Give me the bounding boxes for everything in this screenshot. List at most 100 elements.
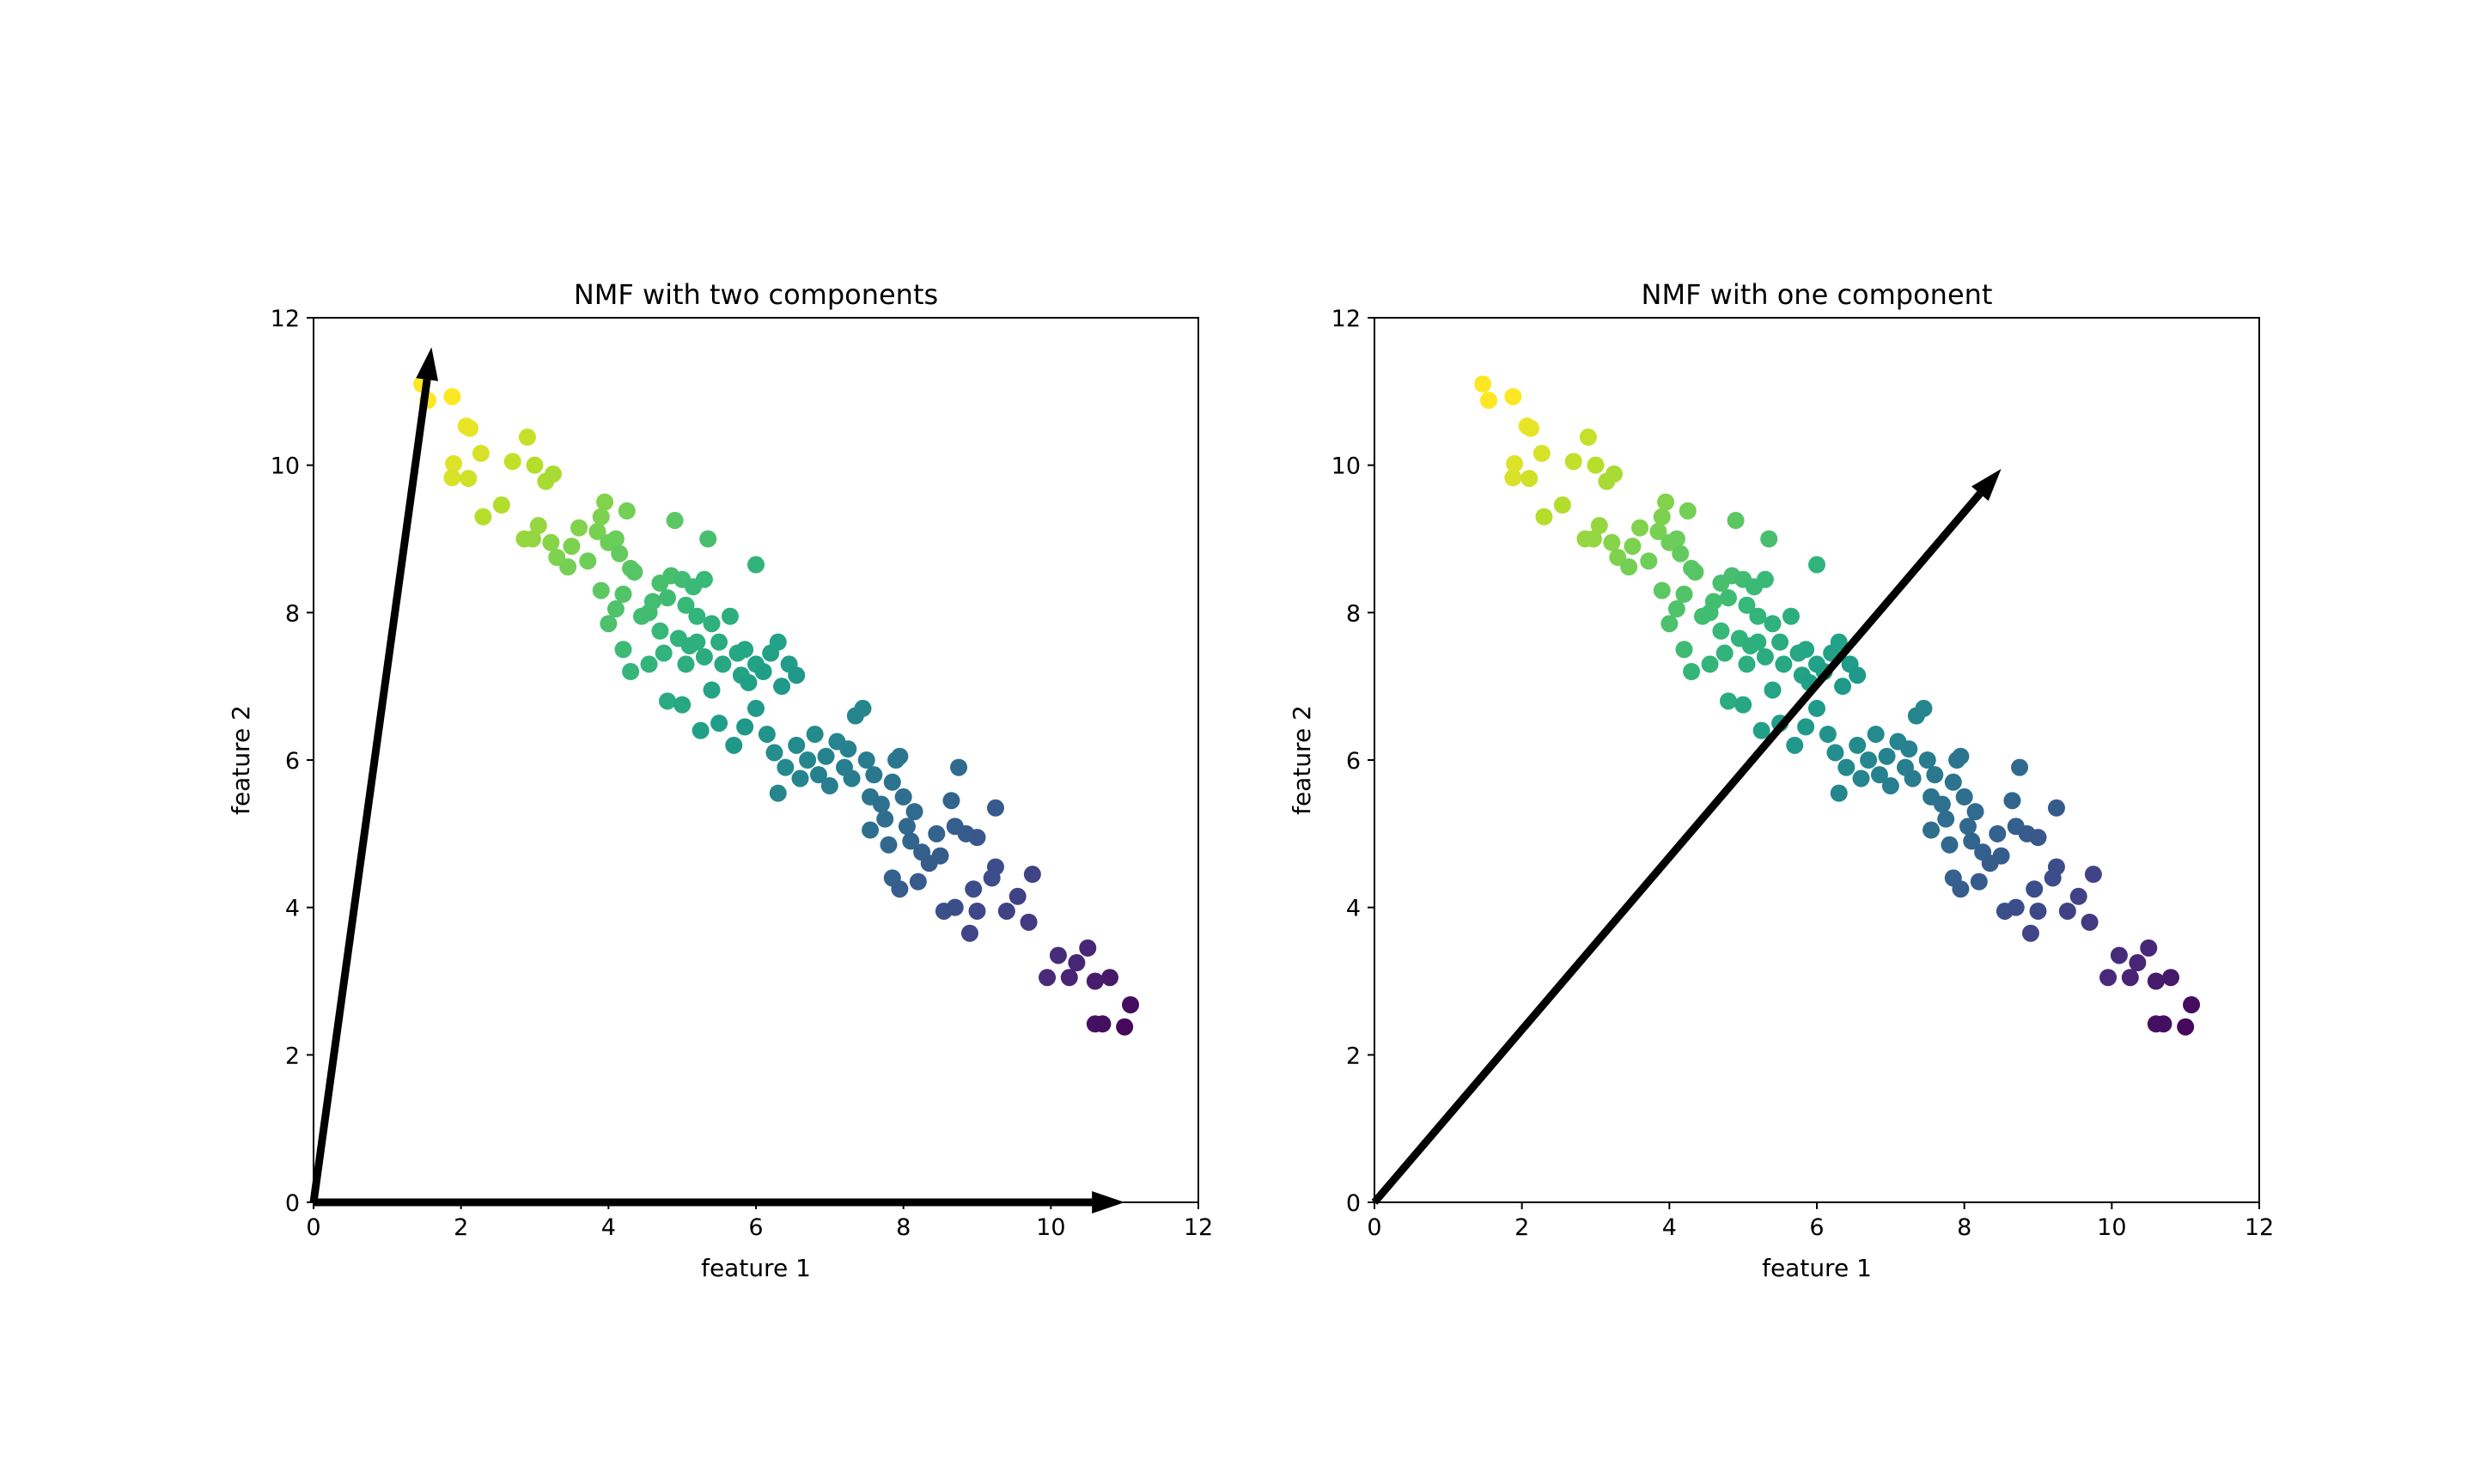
scatter-point bbox=[791, 769, 809, 788]
scatter-point bbox=[747, 699, 765, 717]
y-tick-label: 0 bbox=[1346, 1190, 1361, 1217]
scatter-point bbox=[986, 799, 1004, 817]
scatter-point bbox=[1904, 769, 1922, 788]
scatter-point bbox=[1590, 517, 1608, 535]
scatter-point bbox=[942, 792, 960, 810]
scatter-point bbox=[1649, 522, 1667, 540]
scatter-point bbox=[1834, 678, 1852, 696]
component-arrow-head bbox=[416, 347, 439, 381]
scatter-point bbox=[1775, 655, 1793, 673]
component-arrows bbox=[1371, 468, 2002, 1205]
scatter-point bbox=[659, 692, 676, 710]
scatter-point bbox=[1720, 692, 1737, 710]
scatter-point bbox=[1060, 969, 1078, 987]
scatter-point bbox=[570, 519, 588, 537]
scatter-point bbox=[960, 924, 978, 942]
scatter-point bbox=[544, 465, 562, 483]
scatter-point bbox=[625, 563, 643, 581]
y-tick-label: 10 bbox=[1331, 453, 1361, 480]
x-tick-label: 6 bbox=[1809, 1214, 1824, 1241]
scatter-point bbox=[1564, 453, 1582, 471]
scatter-point bbox=[1992, 847, 2010, 865]
scatter-point bbox=[592, 508, 610, 526]
scatter-point bbox=[2140, 939, 2158, 957]
scatter-point bbox=[736, 718, 754, 736]
scatter-point bbox=[1068, 954, 1086, 972]
scatter-point bbox=[1918, 751, 1936, 769]
scatter-point bbox=[655, 644, 673, 662]
scatter-point bbox=[1937, 810, 1955, 828]
scatter-point bbox=[592, 581, 610, 599]
y-tick-label: 4 bbox=[1346, 896, 1361, 922]
scatter-point bbox=[1620, 558, 1638, 576]
scatter-point bbox=[1675, 585, 1693, 603]
scatter-point bbox=[2011, 758, 2029, 776]
scatter-point bbox=[1667, 530, 1685, 548]
component-arrow-head bbox=[1971, 468, 2002, 502]
scatter-point bbox=[769, 633, 787, 651]
scatter-point bbox=[806, 725, 824, 743]
scatter-point bbox=[1808, 699, 1825, 717]
scatter-point bbox=[1672, 544, 1690, 563]
scatter-point bbox=[1915, 699, 1933, 717]
x-tick-label: 12 bbox=[2245, 1214, 2274, 1241]
scatter-point bbox=[2084, 866, 2102, 884]
scatter-point bbox=[1808, 556, 1825, 574]
scatter-point bbox=[1506, 454, 1524, 472]
scatter-point bbox=[666, 512, 684, 530]
scatter-point bbox=[1830, 633, 1848, 651]
scatter-points bbox=[413, 375, 1140, 1036]
scatter-point bbox=[460, 419, 478, 437]
scatter-point bbox=[600, 615, 618, 633]
scatter-point bbox=[891, 747, 909, 765]
chart-title: NMF with two components bbox=[574, 278, 938, 311]
y-tick-label: 8 bbox=[1346, 600, 1361, 627]
scatter-point bbox=[474, 508, 492, 526]
scatter-point bbox=[725, 736, 743, 754]
scatter-point bbox=[843, 769, 861, 788]
scatter-point bbox=[1952, 747, 1970, 765]
scatter-point bbox=[1008, 887, 1027, 905]
scatter-point bbox=[1926, 766, 1944, 784]
axis-ticks: 0 2 4 6 8 10 12 0 2 4 6 8 10 12 bbox=[1331, 306, 2275, 1241]
scatter-point bbox=[876, 810, 894, 828]
scatter-point bbox=[1023, 866, 1041, 884]
scatter-point bbox=[1797, 641, 1815, 659]
scatter-point bbox=[2029, 902, 2047, 920]
scatter-point bbox=[559, 558, 577, 576]
scatter-point bbox=[614, 585, 632, 603]
scatter-point bbox=[1786, 736, 1804, 754]
scatter-point bbox=[1039, 969, 1057, 987]
scatter-point bbox=[902, 832, 920, 850]
scatter-point bbox=[2110, 946, 2128, 964]
scatter-point bbox=[1675, 641, 1693, 659]
subplot-one-component: NMF with one component feature 1 feature… bbox=[1288, 278, 2274, 1282]
x-tick-label: 4 bbox=[1662, 1214, 1677, 1241]
scatter-point bbox=[880, 836, 898, 854]
scatter-point bbox=[1970, 873, 1988, 891]
y-tick-label: 12 bbox=[1331, 306, 1361, 332]
scatter-point bbox=[2129, 954, 2147, 972]
scatter-point bbox=[865, 766, 883, 784]
scatter-point bbox=[1101, 969, 1118, 987]
scatter-point bbox=[1504, 387, 1522, 405]
scatter-point bbox=[1653, 508, 1671, 526]
scatter-point bbox=[997, 902, 1015, 920]
y-axis-label: feature 2 bbox=[1288, 705, 1316, 815]
scatter-point bbox=[596, 493, 614, 511]
scatter-point bbox=[1878, 747, 1896, 765]
y-tick-label: 0 bbox=[285, 1190, 300, 1217]
scatter-point bbox=[2047, 858, 2065, 876]
scatter-point bbox=[1756, 570, 1774, 588]
scatter-point bbox=[1661, 615, 1679, 633]
scatter-point bbox=[688, 633, 706, 651]
scatter-point bbox=[946, 898, 964, 916]
scatter-point bbox=[1049, 946, 1067, 964]
chart-title: NMF with one component bbox=[1642, 278, 1993, 311]
scatter-point bbox=[1520, 470, 1539, 488]
scatter-point bbox=[677, 596, 695, 614]
scatter-point bbox=[503, 453, 521, 471]
scatter-point bbox=[443, 469, 461, 487]
scatter-point bbox=[692, 721, 710, 739]
